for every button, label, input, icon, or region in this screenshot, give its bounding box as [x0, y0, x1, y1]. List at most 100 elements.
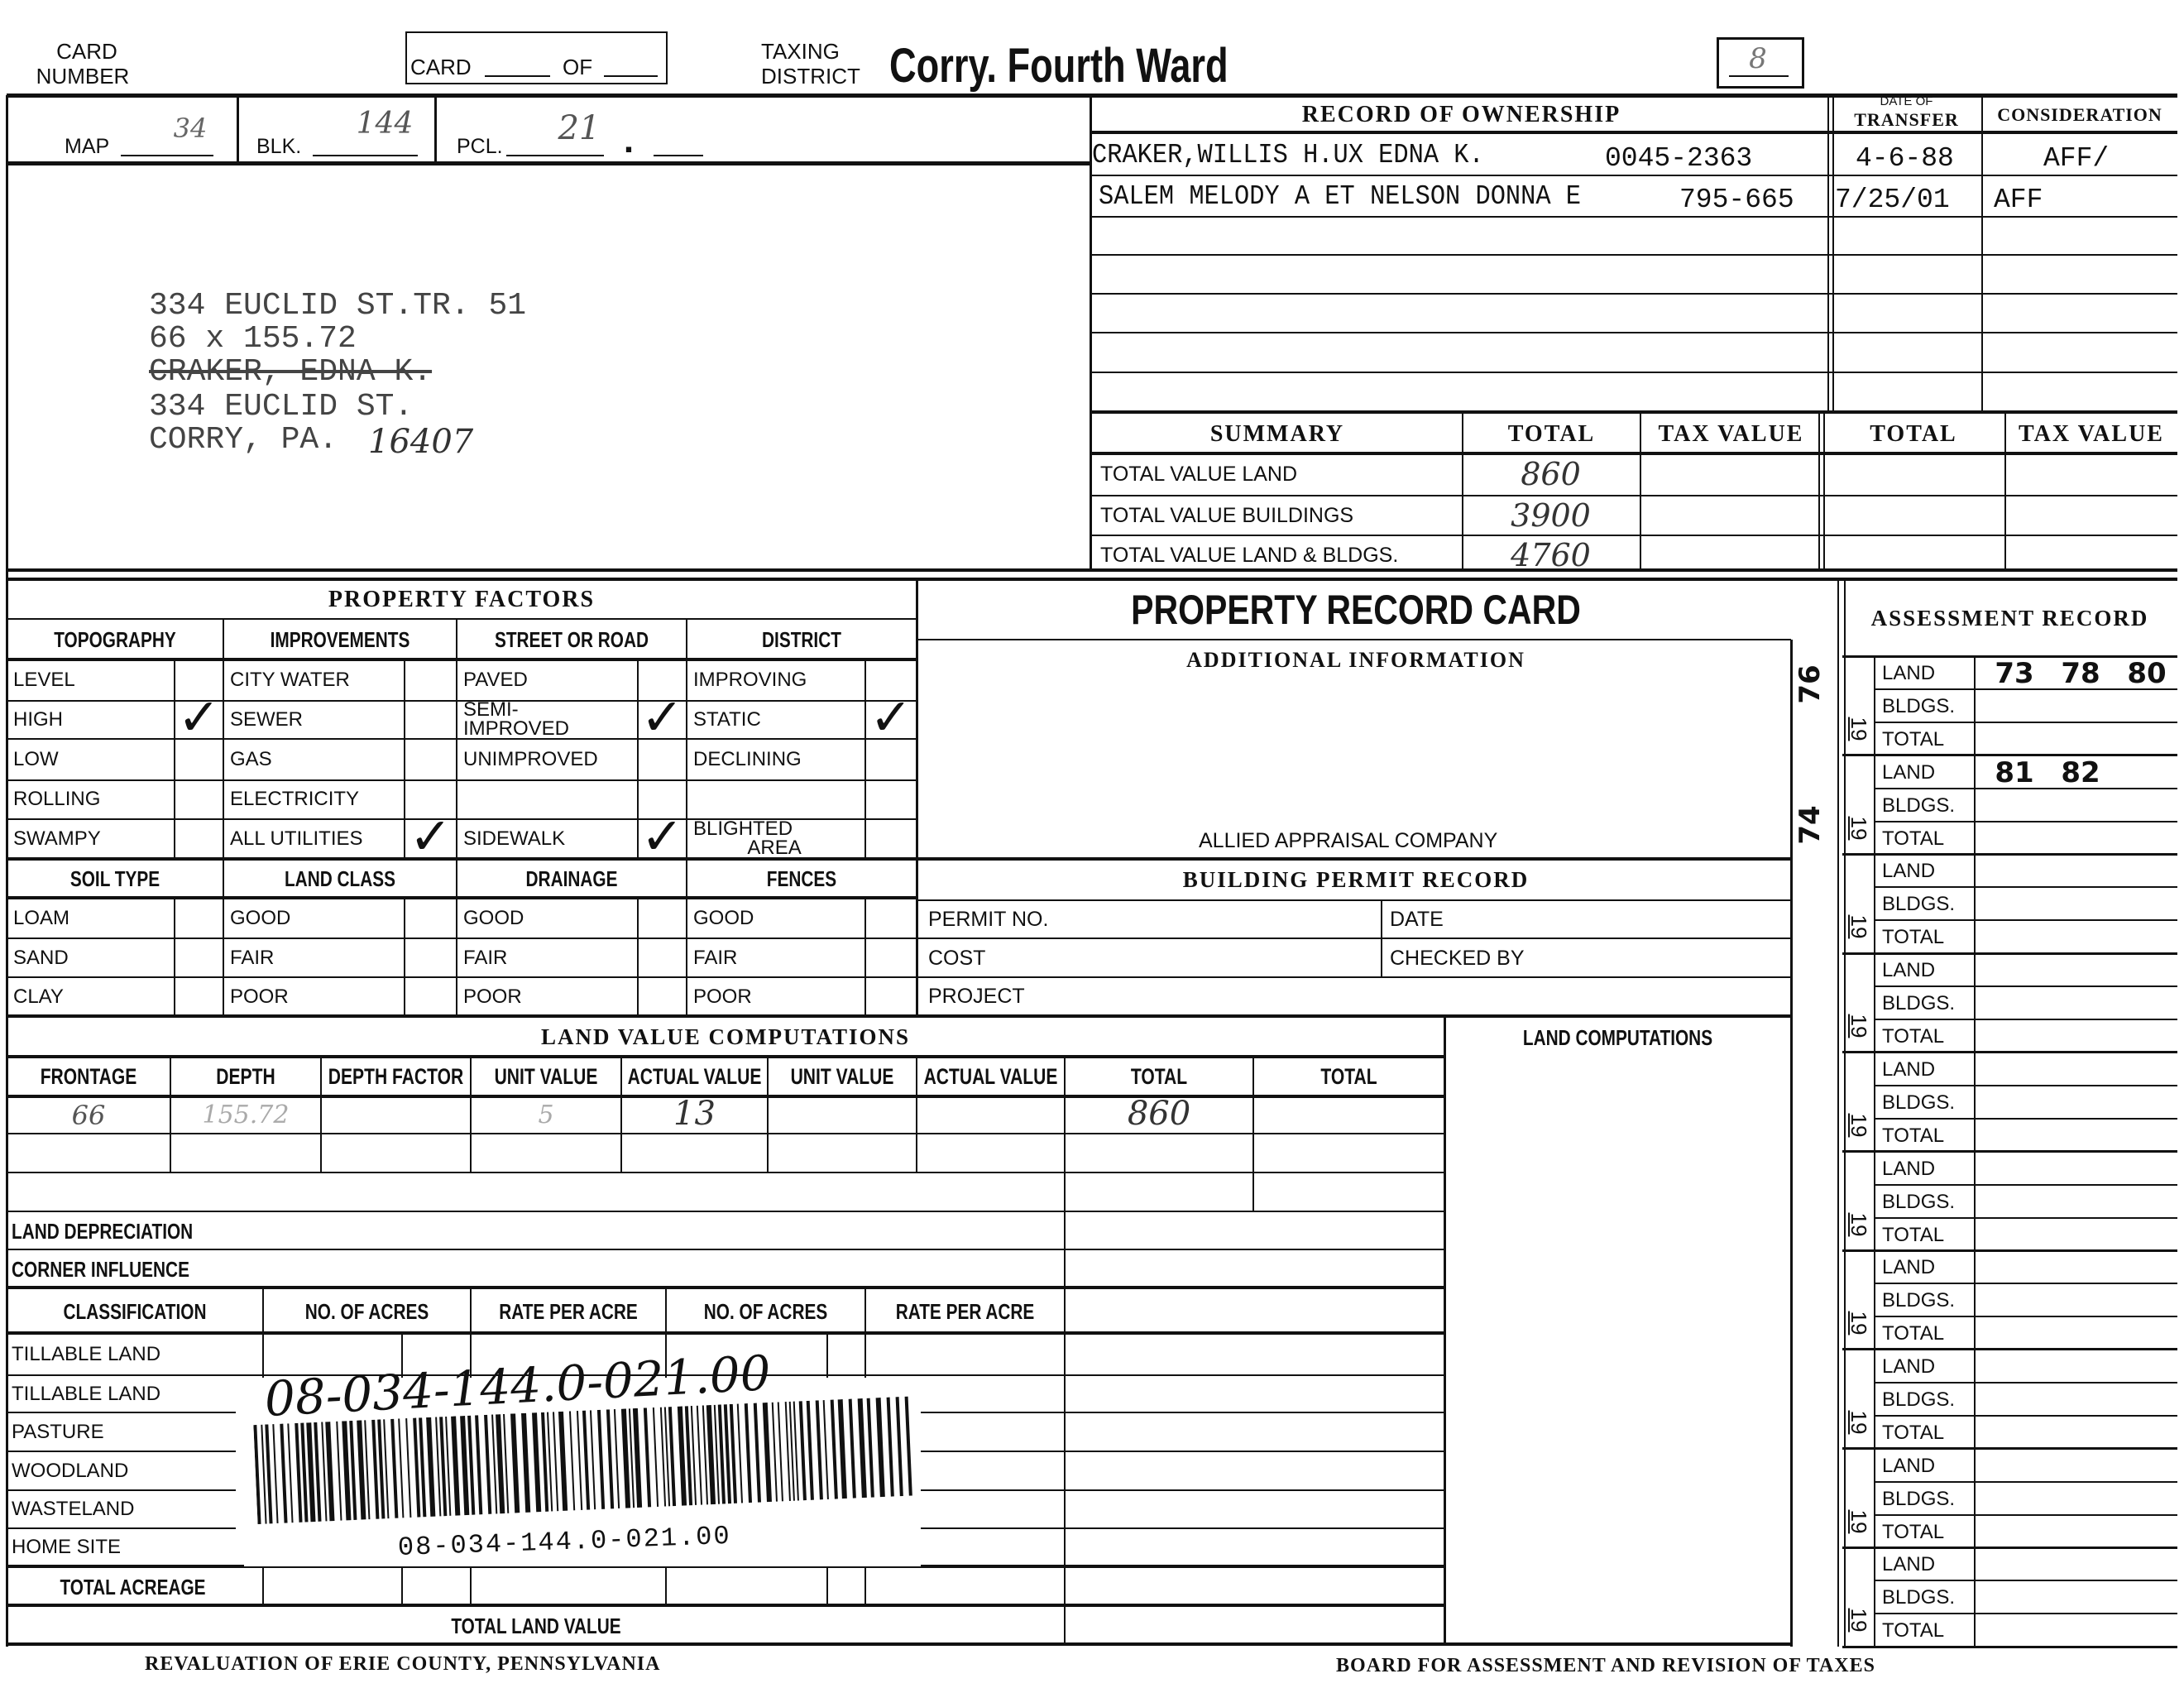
factor-option-label: ELECTRICITY: [230, 788, 360, 811]
rule-line: [456, 619, 457, 1016]
rule-line: [174, 659, 175, 859]
barcode-bar: [451, 1416, 461, 1516]
corner-influence-label: CORNER INFLUENCE: [12, 1257, 189, 1282]
barcode-bar: [632, 1407, 643, 1508]
barcode-bar: [706, 1404, 716, 1505]
rule-line: [654, 155, 703, 156]
barcode-bar: [364, 1420, 371, 1520]
rule-line: [1842, 1051, 2177, 1054]
rule-line: [864, 898, 866, 1016]
rule-line: [1823, 412, 1825, 570]
barcode-bar: [321, 1422, 328, 1522]
barcode-bar: [405, 1418, 412, 1518]
rule-line: [1090, 372, 2177, 373]
permit-no-label: PERMIT NO.: [928, 908, 1049, 931]
factor-option-label: FAIR: [463, 946, 508, 969]
rule-line: [1842, 754, 2177, 757]
summary-total-value: 860: [1521, 456, 1581, 492]
address-line: CORRY, PA.: [149, 422, 338, 458]
barcode-bar: [717, 1404, 726, 1504]
summary-header: TAX VALUE: [1658, 421, 1804, 447]
classification-row-label: WASTELAND: [12, 1498, 135, 1520]
footer-right: BOARD FOR ASSESSMENT AND REVISION OF TAX…: [1336, 1655, 1875, 1676]
rule-line: [917, 639, 1791, 640]
assessment-row-label: BLDGS.: [1882, 1190, 1956, 1213]
assessment-row-label: LAND: [1882, 959, 1936, 982]
classification-row-label: PASTURE: [12, 1420, 104, 1443]
classification-header: NO. OF ACRES: [304, 1299, 429, 1324]
barcode-bar: [419, 1417, 427, 1518]
assessment-row-label: TOTAL: [1882, 1124, 1945, 1147]
rule-line: [7, 1451, 236, 1452]
rule-line: [1252, 1057, 1254, 1211]
address-line: 334 EUCLID ST.TR. 51: [149, 288, 527, 324]
barcode-bar: [668, 1407, 677, 1507]
rule-line: [1875, 1216, 2177, 1219]
barcode-bar: [503, 1413, 510, 1513]
card-of-box: [405, 31, 668, 84]
barcode-bar: [475, 1415, 483, 1515]
rule-line: [637, 898, 639, 1016]
rule-line: [7, 938, 1791, 939]
rule-line: [1875, 886, 2177, 889]
factor-option-label: PAVED: [463, 668, 528, 691]
card-count-value: 8: [1749, 41, 1767, 75]
pcl-label: PCL.: [457, 134, 503, 158]
barcode-bar: [596, 1409, 606, 1509]
assessment-row-label: BLDGS.: [1882, 1586, 1956, 1609]
barcode-bar: [510, 1413, 520, 1513]
barcode-bar: [325, 1422, 335, 1522]
rule-line: [320, 1057, 322, 1172]
rule-line: [7, 1014, 1791, 1018]
rule-line: [1640, 412, 1641, 570]
factor-option-label: DECLINING: [693, 747, 802, 770]
barcode-bar: [558, 1411, 568, 1511]
barcode-bar: [287, 1423, 294, 1523]
card-number-label: NUMBER: [36, 64, 130, 89]
factor-option-label: IMPROVING: [693, 668, 807, 691]
classification-row-label: HOME SITE: [12, 1536, 122, 1558]
barcode-bar: [798, 1401, 807, 1501]
frontage-value: 66: [71, 1099, 106, 1131]
classification-row-label: WOODLAND: [12, 1459, 129, 1482]
rule-line: [1842, 1249, 2177, 1252]
transfer-label: TRANSFER: [1854, 109, 1959, 130]
appraiser-name: ALLIED APPRAISAL COMPANY: [1199, 828, 1498, 852]
property-factors-title: PROPERTY FACTORS: [328, 587, 596, 612]
barcode-bar: [777, 1402, 783, 1502]
rule-line: [7, 1604, 1444, 1607]
barcode-bar: [684, 1406, 693, 1506]
barcode-bar: [546, 1412, 553, 1512]
barcode-bar: [253, 1424, 261, 1525]
address-line: 66 x 155.72: [149, 321, 357, 357]
consideration-value: AFF/: [2043, 142, 2110, 174]
barcode-bar: [280, 1423, 288, 1523]
consideration-value: AFF: [1994, 184, 2043, 215]
barcode-bar: [371, 1419, 380, 1519]
factor-option-label: POOR: [693, 985, 752, 1008]
rule-line: [313, 155, 418, 156]
land-value-column-header: UNIT VALUE: [494, 1063, 598, 1089]
factor-column-header: FENCES: [766, 866, 837, 891]
summary-total-value: 4760: [1511, 537, 1591, 573]
rule-line: [1875, 1183, 2177, 1186]
rule-line: [864, 659, 866, 859]
rule-line: [121, 155, 213, 156]
assessment-year-stamp: 82: [2061, 756, 2100, 789]
year-prefix: 19: [1846, 914, 1871, 939]
barcode-bar: [413, 1417, 421, 1518]
classification-header: CLASSIFICATION: [63, 1299, 207, 1324]
assessment-row-label: TOTAL: [1882, 1619, 1945, 1642]
rule-line: [7, 700, 917, 702]
assessment-title: ASSESSMENT RECORD: [1870, 605, 2149, 631]
barcode-bar: [314, 1422, 322, 1522]
barcode-bar: [398, 1418, 405, 1518]
checkmark-icon: ✓: [640, 687, 684, 747]
rule-line: [7, 896, 917, 899]
rule-line: [1875, 787, 2177, 789]
barcode-bar: [540, 1412, 549, 1512]
rule-line: [1842, 1150, 2177, 1153]
rule-line: [1090, 175, 2177, 176]
classification-header: RATE PER ACRE: [499, 1299, 638, 1324]
assessment-row-label: BLDGS.: [1882, 794, 1956, 817]
